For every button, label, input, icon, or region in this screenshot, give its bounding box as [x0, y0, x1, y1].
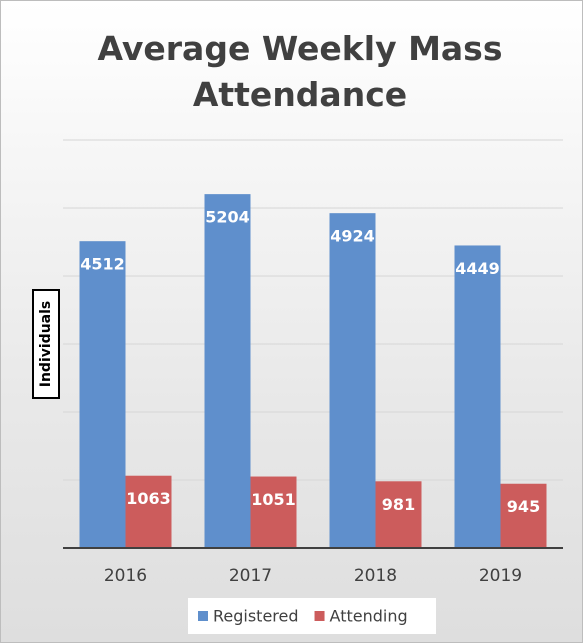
data-label: 945 [507, 497, 540, 516]
data-label: 5204 [205, 208, 250, 227]
bar [250, 476, 297, 548]
bar [204, 194, 251, 549]
data-label: 1051 [251, 490, 296, 509]
legend-swatch [198, 611, 208, 621]
data-label: 4449 [455, 259, 500, 278]
data-label: 4924 [330, 227, 375, 246]
y-axis-label: Individuals [38, 301, 54, 388]
legend-label: Registered [213, 607, 299, 626]
legend-label: Attending [330, 607, 408, 626]
bar [375, 481, 422, 548]
chart-title: Average Weekly Mass Attendance [97, 29, 503, 114]
bar [500, 483, 547, 548]
x-tick-label: 2016 [104, 566, 147, 586]
x-tick-label: 2019 [479, 566, 522, 586]
x-tick-label: 2018 [354, 566, 397, 586]
bar [79, 241, 126, 548]
legend-box [188, 598, 436, 634]
data-label: 981 [382, 495, 415, 514]
y-label-box [32, 289, 60, 399]
x-tick-label: 2017 [229, 566, 272, 586]
data-label: 4512 [80, 255, 125, 274]
legend-swatch [314, 611, 325, 621]
bar [125, 475, 172, 548]
bar [329, 213, 376, 548]
data-label: 1063 [126, 489, 171, 508]
bar [454, 245, 501, 548]
